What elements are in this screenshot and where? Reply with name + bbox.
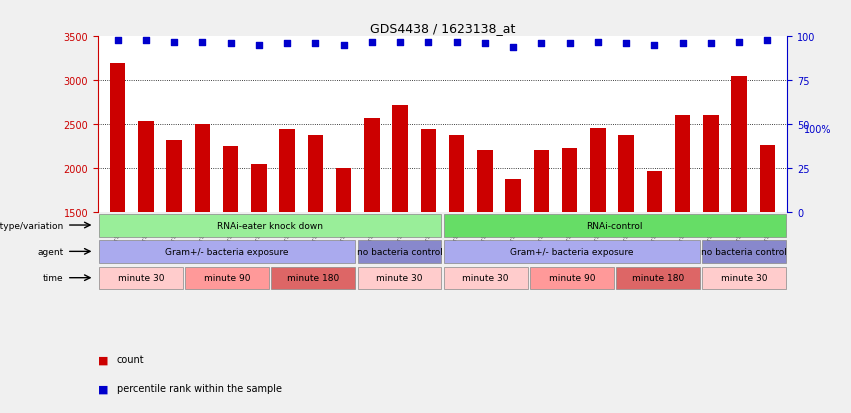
- Text: RNAi-control: RNAi-control: [586, 221, 643, 230]
- Point: [648, 43, 661, 49]
- Bar: [647, 172, 662, 212]
- Text: minute 90: minute 90: [204, 273, 250, 282]
- Point: [506, 44, 520, 51]
- Text: minute 30: minute 30: [117, 273, 164, 282]
- Text: no bacteria control: no bacteria control: [701, 247, 787, 256]
- Bar: [99, 267, 183, 290]
- Bar: [530, 267, 614, 290]
- Point: [337, 43, 351, 49]
- Point: [224, 41, 237, 47]
- Bar: [443, 214, 786, 237]
- Bar: [99, 241, 355, 263]
- Bar: [616, 267, 700, 290]
- Text: time: time: [43, 273, 63, 282]
- Bar: [364, 119, 380, 212]
- Point: [676, 41, 689, 47]
- Bar: [110, 64, 125, 212]
- Text: minute 180: minute 180: [287, 273, 340, 282]
- Bar: [534, 150, 549, 212]
- Point: [309, 41, 323, 47]
- Point: [704, 41, 717, 47]
- Bar: [271, 267, 355, 290]
- Point: [196, 39, 209, 46]
- Bar: [223, 147, 238, 212]
- Bar: [443, 241, 700, 263]
- Bar: [99, 214, 442, 237]
- Text: minute 30: minute 30: [376, 273, 423, 282]
- Bar: [420, 130, 437, 212]
- Bar: [702, 267, 786, 290]
- Text: no bacteria control: no bacteria control: [357, 247, 443, 256]
- Bar: [336, 169, 351, 212]
- Text: ■: ■: [98, 383, 108, 393]
- Point: [733, 39, 746, 46]
- Bar: [448, 136, 465, 212]
- Bar: [167, 140, 182, 212]
- Point: [139, 37, 152, 44]
- Bar: [392, 105, 408, 212]
- Point: [365, 39, 379, 46]
- Bar: [505, 180, 521, 212]
- Text: minute 90: minute 90: [549, 273, 595, 282]
- Point: [761, 37, 774, 44]
- Point: [534, 41, 548, 47]
- Text: minute 30: minute 30: [462, 273, 509, 282]
- Text: ■: ■: [98, 354, 108, 364]
- Text: Gram+/- bacteria exposure: Gram+/- bacteria exposure: [510, 247, 633, 256]
- Point: [421, 39, 435, 46]
- Bar: [731, 76, 747, 212]
- Bar: [619, 135, 634, 212]
- Bar: [675, 116, 690, 212]
- Y-axis label: 100%: 100%: [804, 125, 831, 135]
- Point: [280, 41, 294, 47]
- Bar: [357, 241, 442, 263]
- Bar: [307, 135, 323, 212]
- Bar: [186, 267, 269, 290]
- Point: [591, 39, 605, 46]
- Text: count: count: [117, 354, 144, 364]
- Bar: [443, 267, 528, 290]
- Text: percentile rank within the sample: percentile rank within the sample: [117, 383, 282, 393]
- Text: RNAi-eater knock down: RNAi-eater knock down: [217, 221, 323, 230]
- Text: agent: agent: [37, 247, 63, 256]
- Point: [111, 37, 124, 44]
- Text: Gram+/- bacteria exposure: Gram+/- bacteria exposure: [165, 247, 288, 256]
- Bar: [703, 116, 718, 212]
- Text: genotype/variation: genotype/variation: [0, 221, 63, 230]
- Bar: [138, 122, 154, 212]
- Bar: [251, 164, 266, 212]
- Point: [393, 39, 407, 46]
- Point: [168, 39, 181, 46]
- Bar: [562, 148, 578, 212]
- Point: [450, 39, 464, 46]
- Bar: [702, 241, 786, 263]
- Point: [563, 41, 576, 47]
- Text: minute 180: minute 180: [631, 273, 684, 282]
- Bar: [279, 130, 295, 212]
- Bar: [195, 125, 210, 212]
- Point: [252, 43, 266, 49]
- Text: minute 30: minute 30: [721, 273, 768, 282]
- Bar: [590, 128, 606, 212]
- Point: [478, 41, 492, 47]
- Title: GDS4438 / 1623138_at: GDS4438 / 1623138_at: [370, 21, 515, 35]
- Bar: [357, 267, 442, 290]
- Bar: [477, 151, 493, 212]
- Point: [620, 41, 633, 47]
- Bar: [760, 146, 775, 212]
